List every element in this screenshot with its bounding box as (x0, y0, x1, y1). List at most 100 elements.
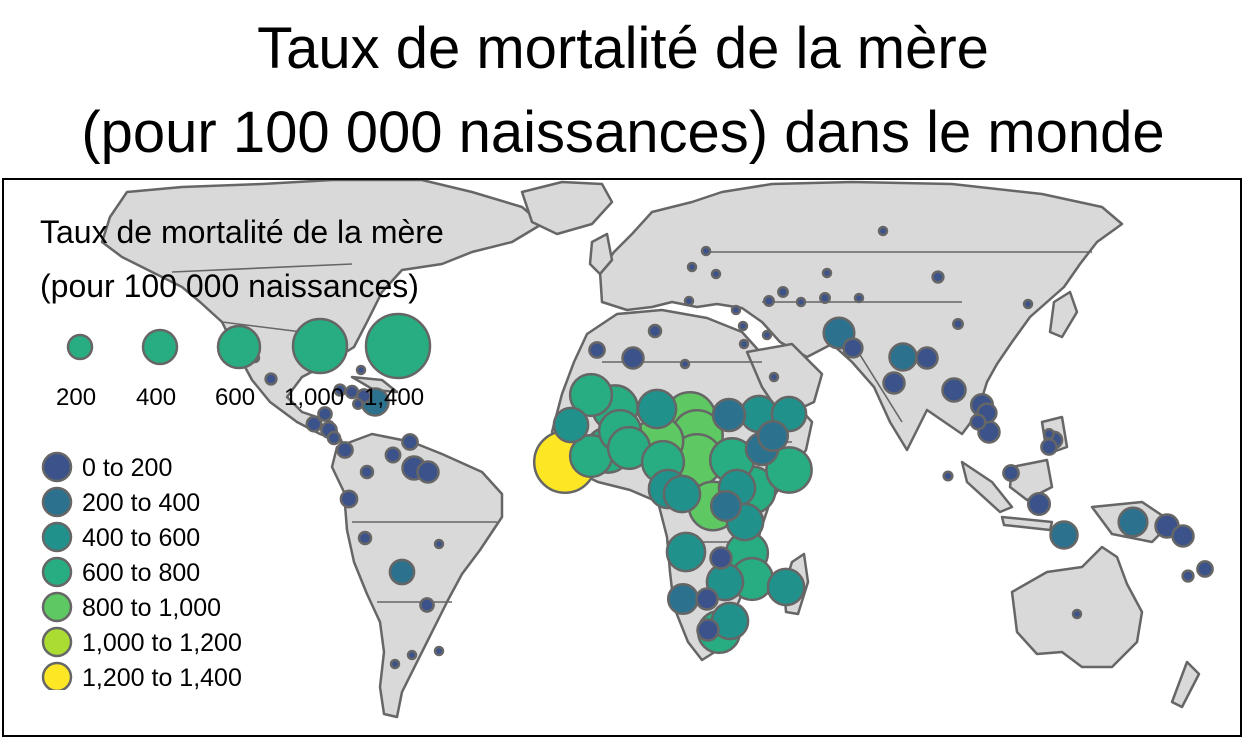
country-symbol[interactable] (384, 446, 402, 464)
country-symbol[interactable] (359, 464, 375, 480)
landmass-java (1000, 515, 1054, 532)
country-symbol[interactable] (333, 383, 347, 397)
size-legend-label-600: 600 (215, 384, 256, 411)
size-legend-label-400: 400 (136, 384, 177, 411)
country-symbol[interactable] (662, 474, 702, 514)
world-map[interactable] (4, 180, 1242, 737)
country-symbol[interactable] (552, 406, 590, 444)
country-symbol[interactable] (763, 295, 775, 307)
size-legend-circle-1000 (291, 317, 349, 375)
country-symbol[interactable] (737, 320, 749, 332)
country-symbol[interactable] (679, 358, 691, 370)
country-symbol[interactable] (696, 618, 720, 642)
country-symbol[interactable] (344, 384, 360, 400)
country-symbol[interactable] (1181, 569, 1195, 583)
country-symbol[interactable] (406, 649, 418, 661)
country-symbol[interactable] (355, 364, 367, 376)
country-symbol[interactable] (1049, 520, 1079, 550)
country-symbol[interactable] (1196, 560, 1214, 578)
size-legend-label-1000: 1,000 (284, 384, 345, 411)
country-symbol[interactable] (915, 346, 939, 370)
country-symbol[interactable] (756, 419, 790, 453)
country-symbol[interactable] (711, 397, 747, 433)
country-symbol[interactable] (969, 413, 987, 431)
country-symbol[interactable] (941, 377, 967, 403)
country-symbol[interactable] (777, 286, 789, 298)
country-symbol[interactable] (352, 398, 364, 410)
country-symbol[interactable] (821, 267, 833, 279)
country-symbol[interactable] (1071, 608, 1083, 620)
map-panel[interactable] (2, 178, 1242, 737)
color-legend-swatch-4 (41, 591, 73, 623)
country-symbol[interactable] (336, 441, 354, 459)
country-symbol[interactable] (357, 530, 373, 546)
country-symbol[interactable] (942, 470, 954, 482)
size-legend-label-1400: 1,400 (364, 384, 425, 411)
landmass-north-america (100, 180, 544, 444)
country-symbol[interactable] (389, 658, 401, 670)
country-symbol[interactable] (665, 531, 707, 573)
country-symbol[interactable] (877, 225, 889, 237)
country-symbol[interactable] (700, 245, 712, 257)
country-symbol[interactable] (433, 538, 445, 550)
country-symbol[interactable] (765, 446, 813, 494)
landmass-greenland (520, 180, 614, 236)
country-symbol[interactable] (1002, 464, 1020, 482)
landmass-sumatra (960, 460, 1014, 514)
country-symbol[interactable] (264, 372, 278, 386)
color-legend-swatch-6 (41, 661, 73, 690)
country-symbol[interactable] (738, 338, 750, 350)
country-symbol[interactable] (305, 415, 323, 433)
country-symbol[interactable] (842, 337, 864, 359)
country-symbol[interactable] (326, 430, 342, 446)
country-symbol[interactable] (1026, 491, 1052, 517)
color-legend-label-3: 600 to 800 (82, 559, 201, 587)
country-symbol[interactable] (710, 268, 722, 280)
country-symbol[interactable] (339, 489, 359, 509)
country-symbol[interactable] (931, 270, 945, 284)
border-us-mexico (221, 321, 303, 333)
size-legend (66, 312, 432, 380)
color-legend-label-2: 400 to 600 (82, 524, 201, 552)
country-symbol[interactable] (686, 261, 698, 273)
landmass-caribbean (350, 375, 399, 394)
country-symbol[interactable] (1022, 298, 1034, 310)
country-symbol[interactable] (761, 329, 773, 341)
country-symbol[interactable] (621, 346, 645, 370)
country-symbol[interactable] (401, 433, 419, 451)
country-symbol[interactable] (1171, 524, 1195, 548)
color-legend-swatches (41, 451, 73, 690)
country-symbol[interactable] (819, 292, 831, 304)
country-symbol[interactable] (388, 558, 416, 586)
country-symbol[interactable] (1043, 428, 1055, 440)
country-symbol[interactable] (666, 582, 700, 616)
country-symbol[interactable] (647, 323, 663, 339)
country-symbol[interactable] (636, 388, 678, 430)
country-symbol[interactable] (730, 304, 742, 316)
country-symbol[interactable] (588, 341, 606, 359)
country-symbols[interactable] (249, 225, 1214, 670)
country-symbol[interactable] (882, 371, 906, 395)
country-symbol[interactable] (709, 489, 743, 523)
country-symbol[interactable] (768, 371, 780, 383)
size-legend-label-200: 200 (56, 384, 97, 411)
color-legend-label-6: 1,200 to 1,400 (82, 664, 242, 692)
country-symbol[interactable] (952, 318, 964, 330)
country-symbol[interactable] (1117, 506, 1149, 538)
country-symbol[interactable] (795, 296, 807, 308)
country-symbol[interactable] (317, 406, 333, 422)
country-symbol[interactable] (853, 292, 865, 304)
country-symbol[interactable] (1040, 438, 1058, 456)
country-symbol[interactable] (433, 645, 445, 657)
country-symbol[interactable] (888, 342, 918, 372)
country-symbol[interactable] (695, 587, 719, 611)
country-symbol[interactable] (709, 546, 733, 570)
landmass-south-america (330, 432, 504, 719)
country-symbol[interactable] (683, 295, 695, 307)
country-symbol[interactable] (568, 372, 614, 418)
country-symbol[interactable] (766, 567, 806, 607)
color-legend-label-1: 200 to 400 (82, 489, 201, 517)
country-symbol[interactable] (419, 597, 435, 613)
country-symbol[interactable] (416, 460, 440, 484)
map-title-line-2: (pour 100 000 naissances) dans le monde (81, 100, 1165, 165)
